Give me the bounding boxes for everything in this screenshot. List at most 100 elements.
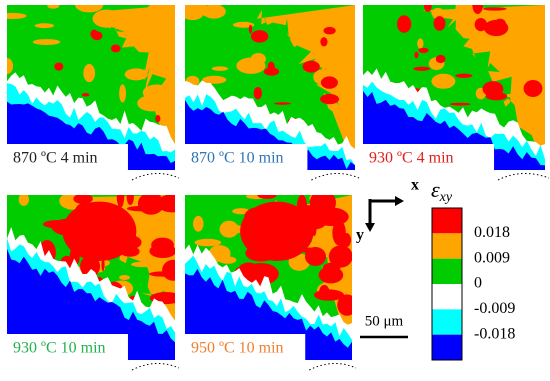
axis-y-label: y: [356, 227, 364, 244]
red-blob: [240, 201, 314, 261]
orange-spot: [158, 56, 175, 66]
colorbar-title: εxy: [431, 177, 453, 205]
red-spot: [318, 266, 344, 284]
orange-region: [64, 195, 175, 360]
scale-bar: 50 μm: [360, 313, 408, 339]
colorbar-band: [432, 309, 462, 335]
red-spot: [302, 60, 320, 73]
red-spot: [267, 61, 275, 73]
orange-spot: [431, 73, 456, 89]
red-spot: [149, 244, 175, 259]
colorbar-label: 0: [474, 275, 482, 292]
orange-spot: [488, 38, 512, 44]
colorbar-label: -0.018: [474, 325, 515, 342]
colorbar-band: [432, 208, 462, 234]
colorbar-label: -0.009: [474, 300, 515, 317]
red-spot: [337, 294, 352, 316]
orange-spot: [211, 66, 229, 71]
strain-map: [185, 195, 352, 360]
orange-spot: [34, 23, 55, 29]
orange-spot: [219, 220, 239, 238]
orange-spot: [148, 5, 175, 11]
colorbar-title-sub: xy: [439, 190, 453, 205]
red-spot: [423, 5, 432, 12]
dotted-arc: [497, 173, 550, 181]
strain-map: [7, 195, 175, 360]
label-box: [185, 334, 306, 360]
red-spot: [54, 62, 64, 71]
red-spot: [485, 91, 508, 101]
orange-spot: [131, 261, 158, 268]
orange-spot: [288, 253, 310, 271]
red-spot: [250, 30, 269, 43]
red-spot: [235, 265, 266, 277]
orange-spot: [513, 16, 527, 30]
red-spot: [339, 233, 347, 256]
orange-region: [102, 5, 175, 170]
red-spot: [482, 7, 507, 11]
red-spot: [155, 115, 161, 123]
red-spot: [101, 258, 105, 272]
orange-spot: [119, 275, 130, 280]
orange-spot: [185, 5, 207, 15]
colorbar-band: [432, 233, 462, 259]
orange-region: [421, 5, 545, 170]
panel-label: 930 ºC 10 min: [13, 340, 106, 357]
red-spot: [449, 102, 471, 106]
dotted-arc: [131, 363, 180, 371]
red-spot: [472, 5, 483, 15]
orange-spot: [194, 238, 222, 247]
colorbar-band: [432, 258, 462, 284]
panel-label: 870 ºC 4 min: [13, 150, 98, 167]
red-spot: [328, 245, 352, 268]
red-spot: [320, 76, 338, 89]
label-box: [7, 144, 128, 170]
blue-region: [7, 248, 175, 360]
axis-x-label: x: [411, 177, 419, 194]
dotted-arc: [131, 173, 180, 181]
red-spot: [110, 44, 121, 53]
dotted-arc: [311, 173, 360, 181]
label-box: [185, 144, 308, 170]
panel-label: 950 ºC 10 min: [191, 340, 284, 357]
colorbar-label: 0.018: [474, 224, 510, 241]
orange-spot: [232, 21, 255, 28]
orange-spot: [18, 195, 30, 206]
orange-spot: [7, 12, 27, 19]
red-spot: [433, 16, 446, 31]
red-spot: [90, 29, 98, 39]
red-spot: [320, 37, 328, 47]
red-spot: [397, 15, 412, 33]
orange-spot: [137, 95, 167, 112]
orange-spot: [119, 84, 127, 103]
colorbar-band: [432, 334, 462, 360]
red-spot: [319, 284, 330, 301]
red-spot: [248, 24, 253, 34]
red-spot: [137, 195, 165, 215]
label-box: [363, 144, 495, 170]
colorbar-title-main: ε: [431, 177, 440, 202]
orange-spot: [193, 215, 204, 232]
red-spot: [126, 195, 134, 205]
orange-spot: [336, 73, 343, 94]
orange-spot: [83, 64, 96, 83]
orange-spot: [431, 7, 445, 18]
red-spot: [73, 195, 93, 205]
orange-spot: [124, 68, 148, 81]
orange-spot: [7, 58, 14, 74]
orange-spot: [338, 67, 355, 84]
orange-region: [267, 195, 352, 360]
red-spot: [413, 66, 431, 71]
red-spot: [80, 255, 101, 278]
orange-region: [256, 5, 355, 170]
red-spot: [253, 86, 262, 100]
panel-label: 870 ºC 10 min: [191, 150, 284, 167]
scale-bar-label: 50 μm: [365, 313, 404, 329]
orange-spot: [417, 38, 424, 49]
red-spot: [455, 73, 473, 78]
orange-spot: [47, 5, 60, 9]
red-spot: [257, 195, 277, 199]
orange-spot: [455, 5, 475, 18]
colorbar-band: [432, 284, 462, 310]
red-spot: [494, 18, 506, 28]
